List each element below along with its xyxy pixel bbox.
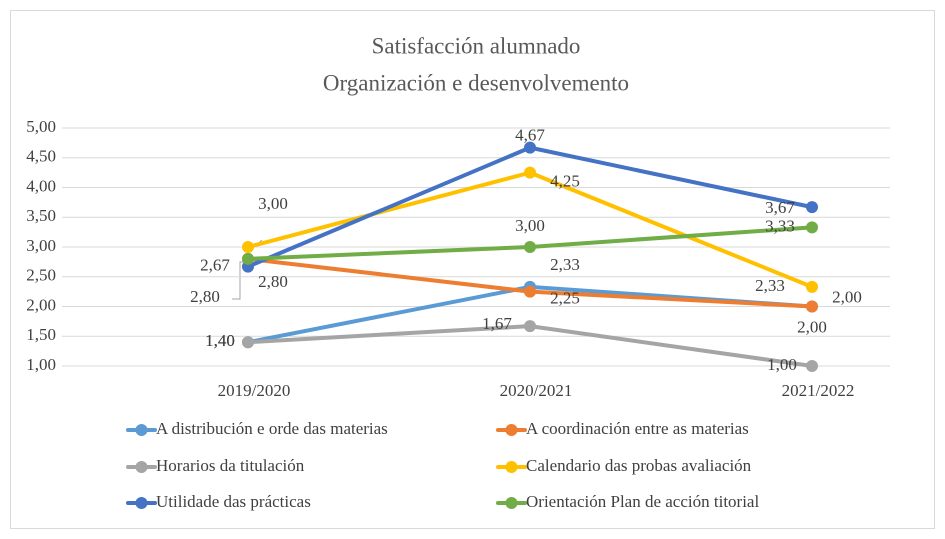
data-label: 1,40	[205, 331, 235, 350]
y-tick-label: 2,00	[26, 295, 56, 314]
data-label: 1,40	[205, 331, 235, 350]
y-tick-label: 3,00	[26, 236, 56, 255]
legend-marker	[505, 461, 518, 473]
legend-label: Horarios da titulación	[156, 456, 305, 475]
data-label: 3,00	[258, 194, 288, 213]
data-label: 2,67	[200, 256, 230, 275]
legend-marker	[505, 424, 518, 436]
data-label: 1,00	[767, 355, 797, 374]
data-point	[524, 166, 536, 179]
data-point	[242, 241, 254, 253]
data-point	[806, 221, 818, 234]
chart-border	[10, 10, 935, 529]
x-tick-label: 2020/2021	[500, 381, 573, 400]
y-tick-label: 1,00	[26, 355, 56, 374]
data-label: 3,67	[765, 198, 795, 217]
legend-marker	[135, 424, 148, 436]
data-label: 1,67	[482, 314, 512, 333]
data-label: 2,33	[755, 276, 785, 295]
data-label: 2,00	[797, 317, 827, 336]
data-label: 4,25	[550, 172, 580, 191]
legend-label: A coordinación entre as materias	[526, 419, 749, 438]
data-label: 2,25	[550, 289, 580, 308]
data-point	[524, 285, 536, 298]
data-label: 2,00	[832, 287, 862, 306]
data-point	[242, 336, 254, 349]
legend-label: Orientación Plan de acción titorial	[526, 492, 759, 511]
data-point	[806, 300, 818, 313]
data-label: 2,33	[550, 255, 580, 274]
y-tick-label: 5,00	[26, 117, 56, 136]
legend-label: A distribución e orde das materias	[156, 419, 388, 438]
data-label: 3,00	[515, 216, 545, 235]
data-point	[524, 320, 536, 333]
y-tick-label: 3,50	[26, 206, 56, 225]
x-tick-label: 2019/2020	[218, 381, 291, 400]
legend-marker	[135, 497, 148, 509]
y-tick-label: 2,50	[26, 266, 56, 285]
data-point	[806, 201, 818, 214]
data-point	[242, 252, 254, 265]
data-point	[806, 280, 818, 293]
y-tick-label: 4,50	[26, 147, 56, 166]
data-point	[524, 141, 536, 154]
chart-title: Satisfacción alumnado	[372, 33, 581, 58]
data-label: 3,33	[765, 216, 795, 235]
data-point	[524, 241, 536, 253]
data-point	[806, 360, 818, 372]
legend-label: Calendario das probas avaliación	[526, 456, 752, 475]
legend-label: Utilidade das prácticas	[156, 492, 311, 511]
legend-marker	[135, 461, 148, 473]
data-label: 2,80	[258, 272, 288, 291]
data-label: 2,80	[190, 287, 220, 306]
x-tick-label: 2021/2022	[782, 381, 855, 400]
y-tick-label: 1,50	[26, 325, 56, 344]
legend-marker	[505, 497, 518, 509]
y-tick-label: 4,00	[26, 176, 56, 195]
chart-title: Organización e desenvolvemento	[323, 70, 629, 95]
data-label: 4,67	[515, 126, 545, 145]
